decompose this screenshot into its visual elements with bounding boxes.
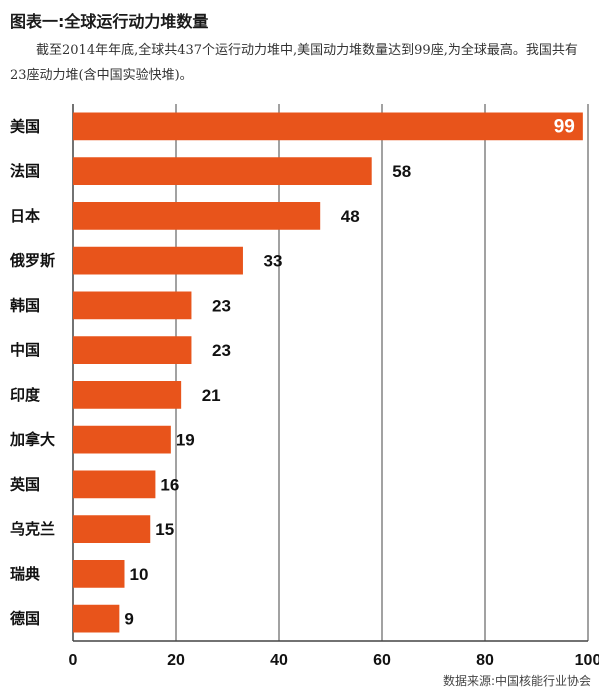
category-label: 日本 [10,207,40,225]
bar [73,336,192,364]
x-tick-label: 40 [270,652,288,669]
category-label: 中国 [10,341,40,359]
category-label: 美国 [10,117,40,135]
value-label: 16 [160,475,179,494]
x-tick-labels: 0 20 40 60 80 100 [69,652,599,669]
x-tick-label: 60 [373,652,391,669]
value-label: 23 [212,341,231,360]
category-label: 乌克兰 [10,520,55,538]
category-label: 韩国 [10,296,40,314]
chart-subtitle: 截至2014年年底,全球共437个运行动力堆中,美国动力堆数量达到99座,为全球… [10,43,578,83]
bar [73,515,151,543]
x-tick-label: 0 [69,652,78,669]
bar [73,291,192,320]
x-tick-label: 20 [167,652,185,669]
value-label: 33 [263,252,282,271]
value-label: 15 [155,520,174,539]
category-label: 英国 [10,475,40,493]
value-label: 19 [176,431,195,450]
value-label: 58 [392,162,411,181]
value-labels: 99 58 48 33 23 23 21 19 16 15 10 9 [124,116,574,628]
grid-lines [72,104,589,642]
bars [73,112,583,633]
value-label: 23 [212,296,231,315]
data-source: 数据来源:中国核能行业协会 [442,674,591,688]
value-label: 48 [341,207,360,226]
bar [73,112,583,141]
bar [73,157,372,185]
value-label: 21 [202,386,221,405]
category-label: 加拿大 [9,431,55,449]
x-tick-label: 100 [575,652,599,669]
bar [73,202,321,230]
x-tick-label: 80 [476,652,494,669]
category-label: 德国 [10,610,40,628]
bar [73,560,125,588]
category-label: 瑞典 [10,565,40,583]
value-label: 10 [130,565,149,584]
value-label: 9 [124,610,133,629]
value-label: 99 [554,116,575,137]
category-label: 俄罗斯 [9,252,55,270]
category-label: 法国 [10,162,40,180]
bar [73,604,120,633]
bar [73,425,171,454]
bar [73,470,156,499]
chart-title: 图表一:全球运行动力堆数量 [10,12,209,31]
category-label: 印度 [10,386,41,404]
bar [73,381,182,409]
bar [73,246,243,275]
